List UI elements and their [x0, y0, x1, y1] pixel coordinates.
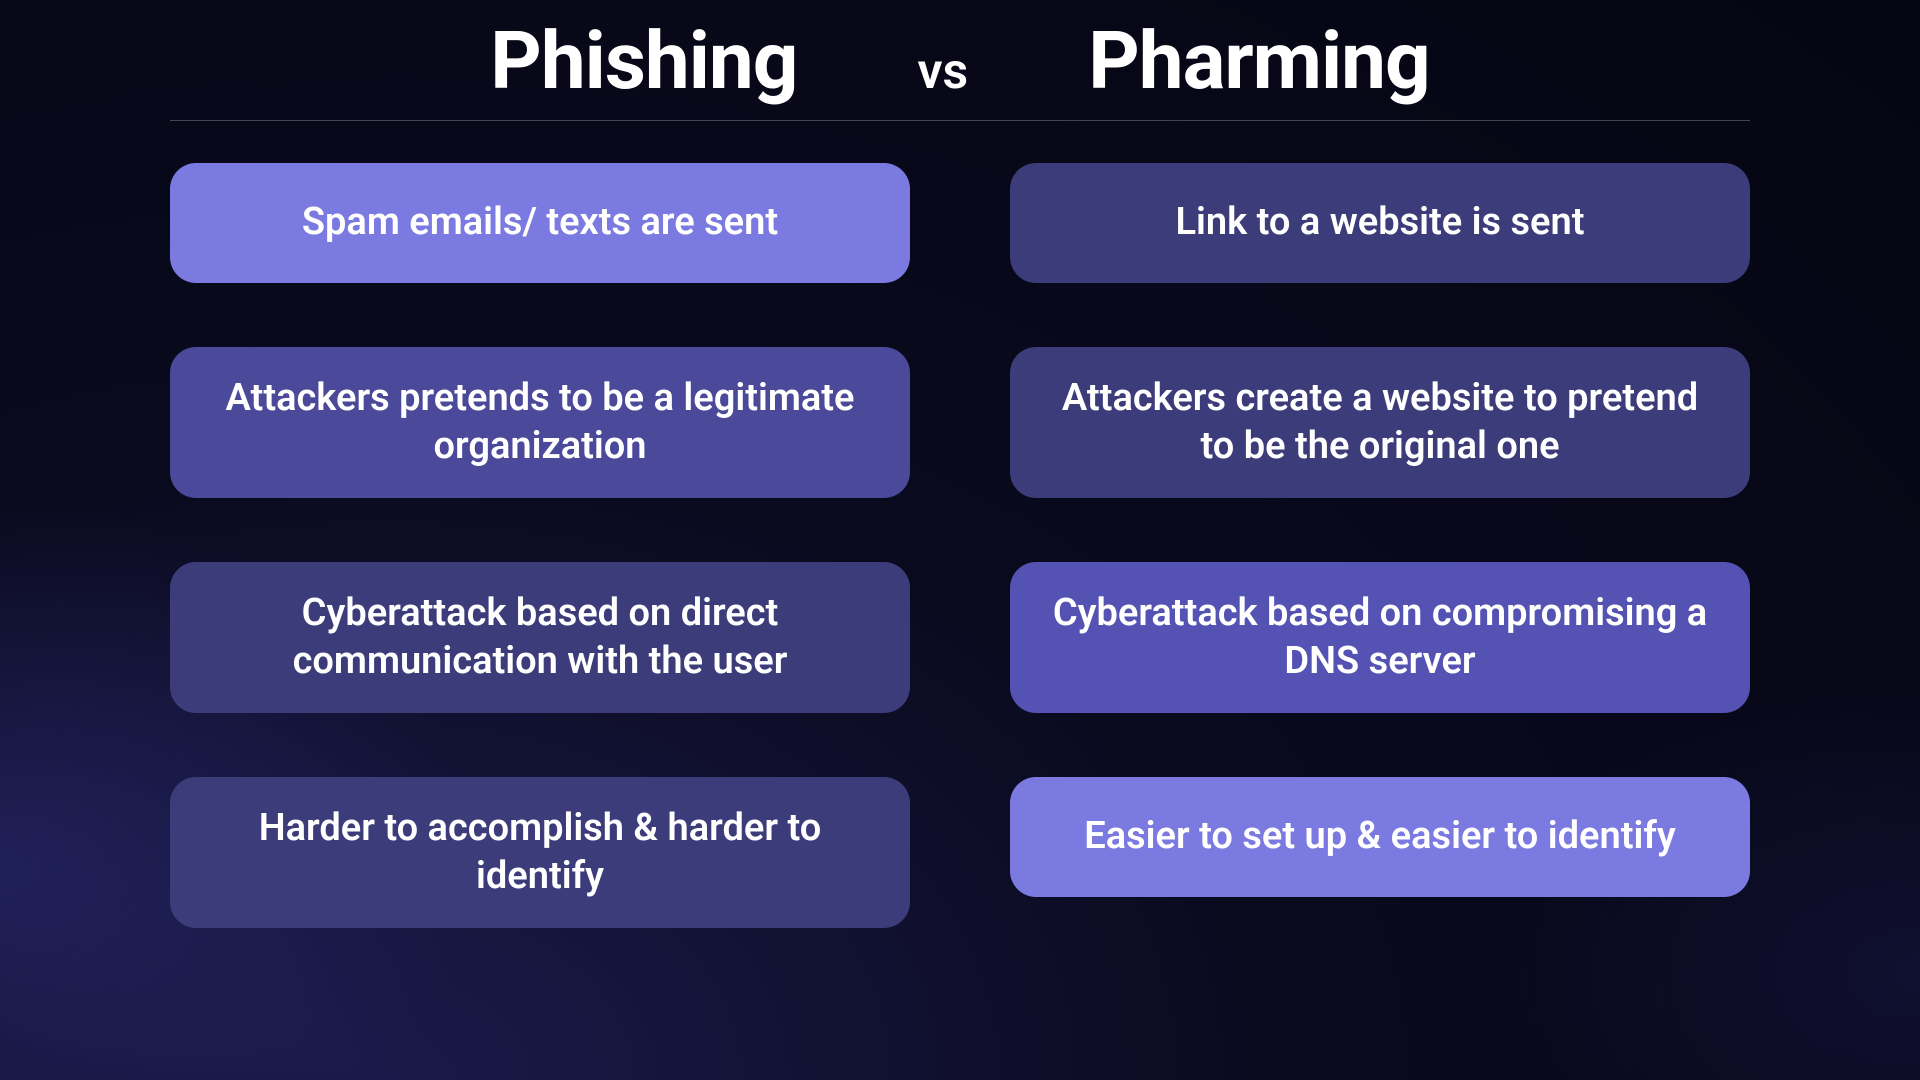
- phishing-card-2: Attackers pretends to be a legitimate or…: [170, 347, 910, 498]
- pharming-column: Link to a website is sent Attackers crea…: [1010, 163, 1750, 928]
- pharming-card-4: Easier to set up & easier to identify: [1010, 777, 1750, 897]
- pharming-card-3: Cyberattack based on compromising a DNS …: [1010, 562, 1750, 713]
- pharming-title: Pharming: [1088, 14, 1430, 108]
- card-text: Link to a website is sent: [1175, 199, 1584, 247]
- pharming-card-1: Link to a website is sent: [1010, 163, 1750, 283]
- card-text: Spam emails/ texts are sent: [302, 199, 778, 247]
- card-text: Attackers pretends to be a legitimate or…: [210, 375, 870, 470]
- card-text: Attackers create a website to pretend to…: [1050, 375, 1710, 470]
- vs-label: vs: [917, 43, 968, 101]
- header-divider: [170, 120, 1750, 121]
- phishing-card-1: Spam emails/ texts are sent: [170, 163, 910, 283]
- card-text: Cyberattack based on direct communicatio…: [210, 590, 870, 685]
- phishing-card-3: Cyberattack based on direct communicatio…: [170, 562, 910, 713]
- phishing-card-4: Harder to accomplish & harder to identif…: [170, 777, 910, 928]
- header: Phishing vs Pharming: [170, 14, 1750, 120]
- card-text: Harder to accomplish & harder to identif…: [210, 805, 870, 900]
- columns: Spam emails/ texts are sent Attackers pr…: [170, 163, 1750, 928]
- card-text: Easier to set up & easier to identify: [1084, 813, 1675, 861]
- card-text: Cyberattack based on compromising a DNS …: [1050, 590, 1710, 685]
- phishing-title: Phishing: [490, 14, 797, 108]
- comparison-slide: Phishing vs Pharming Spam emails/ texts …: [170, 0, 1750, 928]
- phishing-column: Spam emails/ texts are sent Attackers pr…: [170, 163, 910, 928]
- pharming-card-2: Attackers create a website to pretend to…: [1010, 347, 1750, 498]
